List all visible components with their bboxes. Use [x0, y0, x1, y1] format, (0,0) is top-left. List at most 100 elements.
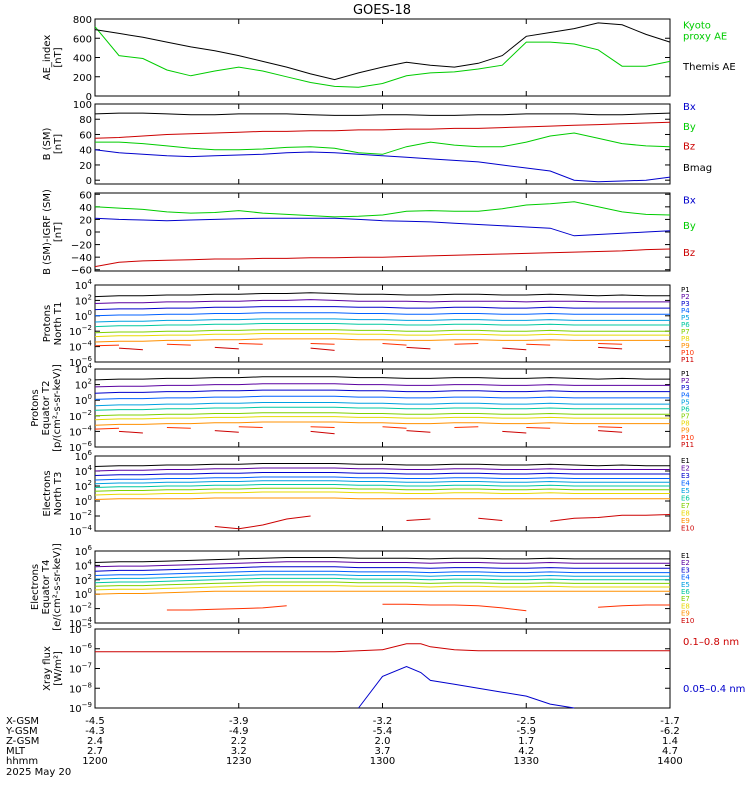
y-tick-label: 10−5: [69, 622, 92, 636]
y-tick-label: 40: [79, 203, 92, 214]
channel-label: P3: [681, 384, 690, 392]
series-line-e10: [166, 603, 670, 612]
channel-label: E4: [681, 574, 690, 582]
series-line-p7: [94, 412, 670, 417]
channel-label: P7: [681, 413, 690, 421]
channel-label: E9: [681, 610, 690, 618]
ephemeris-value: 1330: [514, 756, 539, 767]
channel-label: E9: [681, 517, 690, 525]
legend-label: Bmag: [683, 163, 712, 174]
series-line-e10: [214, 514, 671, 530]
y-tick-label: 104: [75, 464, 93, 478]
panel-frame: [94, 284, 671, 363]
series-line-p9: [94, 338, 670, 343]
channel-label: E2: [681, 559, 690, 567]
y-tick-label: 100: [75, 494, 92, 508]
channel-label: P10: [681, 349, 694, 357]
ephemeris-value: -2.5: [516, 716, 536, 727]
ephemeris-value: 4.7: [662, 746, 678, 757]
y-tick-label: 104: [75, 558, 93, 572]
y-axis-label: ProtonsNorth T1: [42, 302, 64, 346]
y-tick-label: 10−2: [69, 409, 92, 423]
y-tick-label: 104: [75, 278, 93, 292]
y-tick-label: 0: [86, 176, 92, 187]
series-line-bx: [94, 217, 671, 237]
panel-2: 0 20 40 60 80 100 B (SM)[nT] Bx By Bz Bmag: [42, 100, 712, 187]
ephemeris-value: 2.7: [87, 746, 103, 757]
channel-label: E7: [681, 595, 690, 603]
series-line-e5: [94, 480, 670, 485]
y-tick-label: 10−4: [69, 424, 93, 438]
y-tick-label: 10−2: [69, 602, 92, 616]
series-line-p3: [94, 306, 670, 311]
y-tick-label: 106: [75, 544, 93, 558]
ephemeris-value: -3.9: [229, 716, 249, 727]
y-tick-label: 0: [86, 92, 92, 103]
y-tick-label: 10−6: [69, 642, 93, 656]
legend-label: Bx: [683, 196, 696, 207]
y-tick-label: 102: [75, 573, 92, 587]
y-tick-label: 10−4: [69, 340, 93, 354]
channel-label: P2: [681, 293, 690, 301]
panel-1: 0 200 400 600 800 AE_index[nT] Kyoto proxy AE Th…: [42, 15, 736, 103]
channel-label: P1: [681, 370, 690, 378]
series-line-e3: [94, 472, 670, 476]
ephemeris-value: -3.2: [373, 716, 393, 727]
time-axis-labels: X-GSM -4.5 -3.9 -3.2 -2.5 -1.7 Y-GSM -4.3 -4.9 -5…: [5, 716, 683, 778]
y-tick-label: 100: [75, 309, 92, 323]
ephemeris-value: -4.5: [85, 716, 105, 727]
y-tick-label: 104: [75, 362, 93, 376]
y-tick-label: 10−2: [69, 509, 92, 523]
ephemeris-row-label: Y-GSM: [5, 726, 38, 737]
series-line-0-1-0-8-nm: [95, 643, 670, 653]
series-line-bz: [94, 248, 671, 268]
series-line-p4: [94, 395, 670, 400]
series-line-bmag: [94, 112, 671, 116]
series-line-e4: [94, 570, 670, 576]
series-line-p1: [94, 376, 670, 381]
y-tick-label: 10−4: [69, 524, 93, 538]
ephemeris-value: -5.4: [373, 726, 393, 737]
panel-frame: [94, 103, 671, 185]
ephemeris-value: -4.3: [85, 726, 105, 737]
y-tick-label: −40: [71, 253, 92, 264]
legend-label: 0.1–0.8 nm: [683, 637, 739, 648]
series-line-p9: [94, 421, 670, 426]
series-line-e8: [94, 491, 670, 496]
channel-label: P10: [681, 434, 694, 442]
series-line-e5: [94, 574, 670, 580]
series-line-p6: [94, 323, 670, 328]
ephemeris-value: 4.2: [518, 746, 534, 757]
channel-label: E2: [681, 465, 690, 473]
series-line-p10: [95, 344, 670, 346]
ephemeris-value: 1.4: [662, 736, 678, 747]
y-tick-label: 100: [75, 393, 92, 407]
y-axis-label: ProtonsEquator T2[p/(cm²-s-sr-keV)]: [30, 364, 63, 452]
y-tick-label: 20: [79, 161, 92, 172]
channel-label: E10: [681, 525, 694, 533]
series-line-e2: [94, 561, 670, 568]
channel-label: P8: [681, 335, 690, 343]
channel-label: P4: [681, 391, 690, 399]
channel-label: E1: [681, 457, 690, 465]
series-line-p7: [94, 329, 670, 334]
ephemeris-row-label: Z-GSM: [6, 736, 39, 747]
channel-label: E6: [681, 588, 690, 596]
y-axis-label: AE_index[nT]: [42, 35, 64, 81]
ephemeris-value: 1300: [370, 756, 395, 767]
y-tick-label: 102: [75, 293, 92, 307]
series-line-p2: [94, 383, 670, 388]
series-line-e1: [94, 463, 670, 467]
channel-label: P5: [681, 398, 690, 406]
y-tick-label: 10−2: [69, 324, 92, 338]
series-line-p11: [118, 346, 623, 351]
channel-label: E3: [681, 566, 690, 574]
y-tick-label: 800: [73, 15, 92, 26]
y-axis-label: B (SM)[nT]: [42, 127, 64, 160]
y-tick-label: 40: [79, 146, 92, 157]
